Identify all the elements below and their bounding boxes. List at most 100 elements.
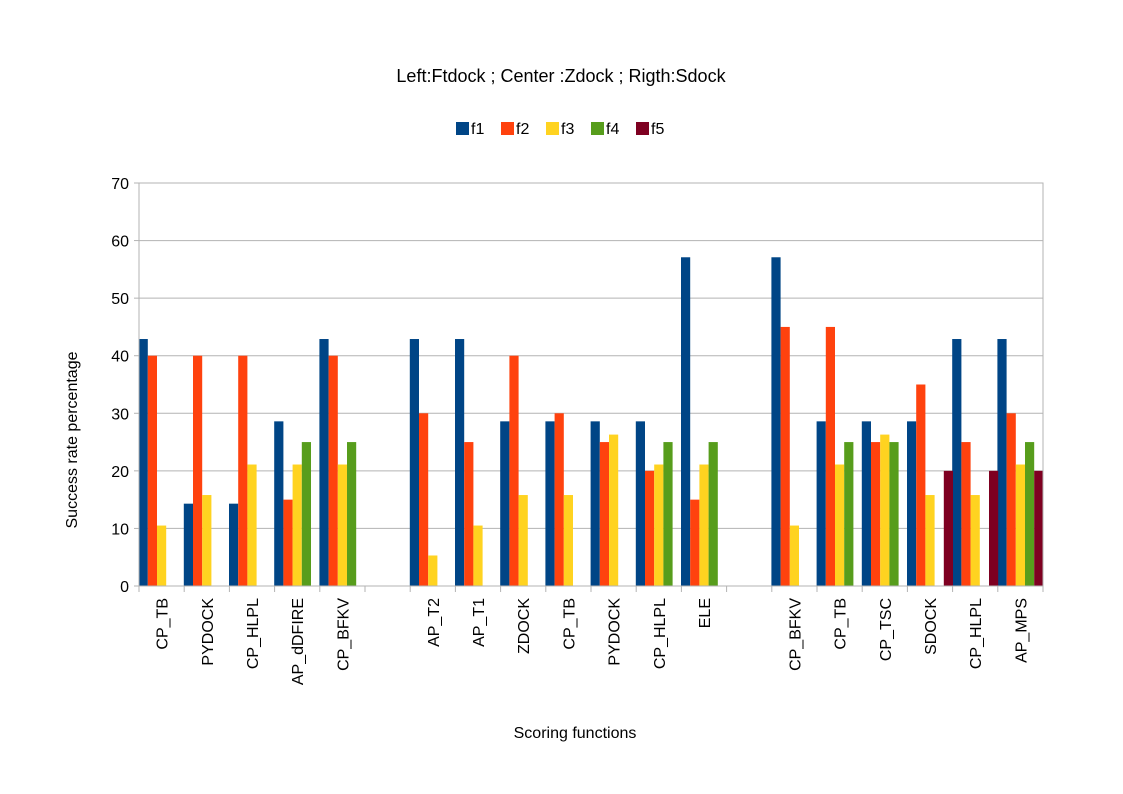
- bar-f2: [147, 355, 157, 586]
- bar-f1: [952, 339, 962, 586]
- bar-f1: [545, 421, 555, 586]
- bar-f3: [518, 495, 528, 586]
- legend: f1 f2 f3 f4 f5: [456, 121, 664, 138]
- category-label: SDOCK: [923, 598, 940, 655]
- bar-f2: [645, 470, 655, 586]
- category-label: CP_TB: [833, 598, 850, 650]
- bar-f4: [301, 442, 311, 586]
- bar-f3: [925, 495, 935, 586]
- bar-f1: [861, 421, 871, 586]
- bar-f4: [844, 442, 854, 586]
- bar-f4: [663, 442, 673, 586]
- bar-f4: [1025, 442, 1035, 586]
- y-tick-label: 10: [111, 521, 129, 538]
- bar-f3: [789, 525, 799, 586]
- chart-title: Left:Ftdock ; Center :Zdock ; Rigth:Sdoc…: [396, 66, 726, 86]
- bar-f1: [409, 339, 419, 586]
- legend-swatch-f4: [591, 122, 604, 135]
- bar-f1: [590, 421, 600, 586]
- bar-f3: [1015, 464, 1025, 586]
- legend-swatch-f1: [456, 122, 469, 135]
- category-label: PYDOCK: [200, 598, 217, 666]
- y-tick-label: 40: [111, 349, 129, 366]
- bar-f3: [835, 464, 845, 586]
- bar-f2: [464, 442, 474, 586]
- bar-f4: [889, 442, 899, 586]
- bar-f1: [229, 503, 239, 586]
- bar-f2: [916, 384, 926, 586]
- category-label: CP_BFKV: [335, 598, 352, 671]
- bar-f5: [989, 470, 999, 586]
- y-axis-label: Success rate percentage: [64, 351, 81, 528]
- category-label: PYDOCK: [607, 598, 624, 666]
- bar-f3: [970, 495, 980, 586]
- y-tick-label: 0: [120, 579, 129, 596]
- bar-f2: [328, 355, 338, 586]
- bar-f1: [274, 421, 284, 586]
- bar-f2: [193, 355, 203, 586]
- category-label: ELE: [697, 598, 714, 628]
- y-tick-labels: 0 10 20 30 40 50 60 70: [111, 176, 129, 596]
- bar-f2: [961, 442, 971, 586]
- bar-f3: [880, 434, 890, 586]
- legend-label-f5: f5: [651, 121, 664, 138]
- category-label: AP_T2: [426, 598, 443, 647]
- category-label: CP_TB: [561, 598, 578, 650]
- bar-f2: [1006, 413, 1016, 586]
- bar-f3: [247, 464, 257, 586]
- bar-f2: [238, 355, 248, 586]
- bar-f4: [708, 442, 718, 586]
- bar-f1: [635, 421, 645, 586]
- bar-f2: [554, 413, 564, 586]
- y-tick-label: 70: [111, 176, 129, 193]
- legend-label-f1: f1: [471, 121, 484, 138]
- bar-f3: [609, 434, 619, 586]
- category-label: CP_HLPL: [968, 598, 985, 669]
- bar-f1: [138, 339, 148, 586]
- category-label: CP_TSC: [878, 598, 895, 661]
- bar-f5: [1034, 470, 1044, 586]
- legend-label-f2: f2: [516, 121, 529, 138]
- bar-f1: [816, 421, 826, 586]
- bars: [138, 257, 1044, 586]
- y-tick-label: 60: [111, 234, 129, 251]
- bar-f1: [455, 339, 465, 586]
- bar-f1: [500, 421, 510, 586]
- category-label: AP_MPS: [1013, 598, 1030, 663]
- legend-swatch-f3: [546, 122, 559, 135]
- y-tick-label: 50: [111, 291, 129, 308]
- bar-f1: [771, 257, 781, 586]
- axes: [134, 182, 1044, 592]
- bar-f2: [825, 326, 835, 586]
- legend-label-f3: f3: [561, 121, 574, 138]
- bar-f3: [337, 464, 347, 586]
- bar-f2: [690, 499, 700, 586]
- bar-f3: [292, 464, 302, 586]
- category-labels: CP_TB PYDOCK CP_HLPL AP_dDFIRE CP_BFKV AP_T2 A…: [155, 598, 1031, 685]
- category-label: AP_dDFIRE: [290, 598, 307, 685]
- bar-f3: [699, 464, 709, 586]
- bar-f3: [202, 495, 212, 586]
- bar-f2: [780, 326, 790, 586]
- legend-swatch-f5: [636, 122, 649, 135]
- bar-f1: [907, 421, 917, 586]
- bar-f2: [419, 413, 429, 586]
- bar-f5: [943, 470, 953, 586]
- category-label: CP_TB: [155, 598, 172, 650]
- bar-f3: [157, 525, 167, 586]
- category-label: CP_HLPL: [245, 598, 262, 669]
- bar-f3: [654, 464, 664, 586]
- category-label: ZDOCK: [516, 598, 533, 654]
- bar-f1: [319, 339, 329, 586]
- bar-f2: [509, 355, 519, 586]
- bar-f3: [428, 555, 438, 586]
- x-axis-label: Scoring functions: [514, 725, 637, 742]
- bar-f2: [283, 499, 293, 586]
- category-label: CP_BFKV: [787, 598, 804, 671]
- bar-f1: [183, 503, 193, 586]
- bar-f2: [871, 442, 881, 586]
- legend-label-f4: f4: [606, 121, 619, 138]
- category-label: AP_T1: [471, 598, 488, 647]
- bar-f3: [473, 525, 483, 586]
- bar-f4: [347, 442, 357, 586]
